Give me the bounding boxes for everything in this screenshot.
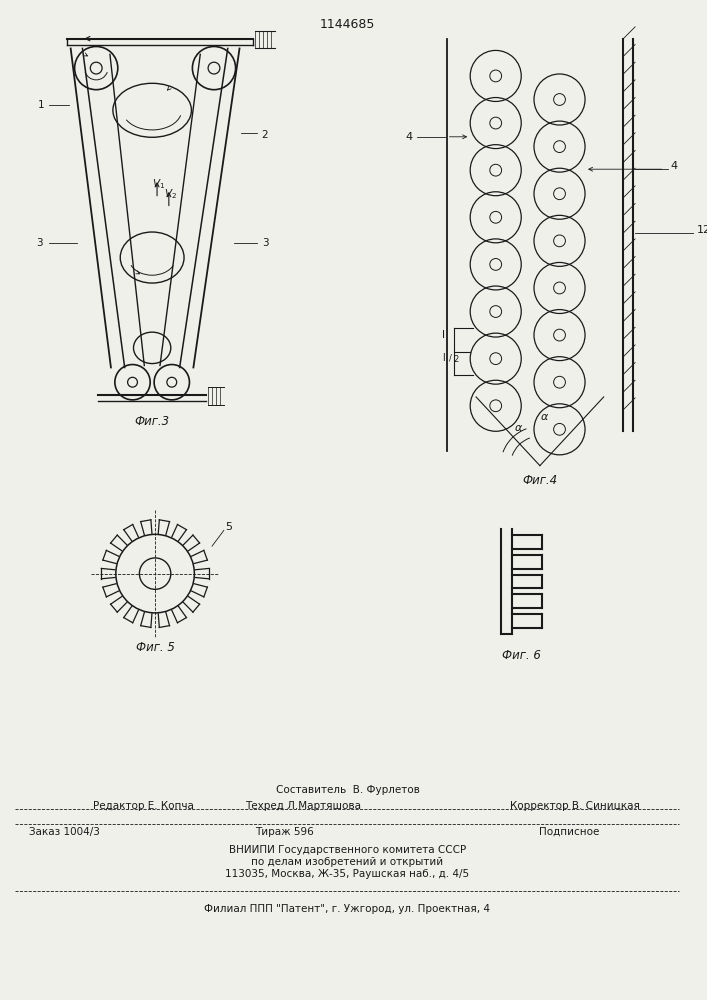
Text: $V_1$: $V_1$ xyxy=(153,177,165,191)
Text: 2: 2 xyxy=(454,355,459,364)
Text: $V_2$: $V_2$ xyxy=(164,187,177,201)
Text: 4: 4 xyxy=(406,132,413,142)
Text: /: / xyxy=(449,353,452,362)
Text: ВНИИПИ Государственного комитета СССР: ВНИИПИ Государственного комитета СССР xyxy=(229,845,466,855)
Text: Фиг. 5: Фиг. 5 xyxy=(136,641,175,654)
Text: Редактор Е. Копча: Редактор Е. Копча xyxy=(93,801,194,811)
Text: Подписное: Подписное xyxy=(539,827,600,837)
Text: 3: 3 xyxy=(36,238,42,248)
Text: 1144685: 1144685 xyxy=(320,18,375,31)
Text: l: l xyxy=(442,330,445,340)
Text: 1: 1 xyxy=(38,100,45,110)
Text: 3: 3 xyxy=(262,238,269,248)
Text: 113035, Москва, Ж-35, Раушская наб., д. 4/5: 113035, Москва, Ж-35, Раушская наб., д. … xyxy=(226,869,469,879)
Text: α: α xyxy=(515,423,522,433)
Text: Составитель  В. Фурлетов: Составитель В. Фурлетов xyxy=(276,785,419,795)
Text: по делам изобретений и открытий: по делам изобретений и открытий xyxy=(252,857,443,867)
Text: Фиг. 6: Фиг. 6 xyxy=(502,649,541,662)
Text: l: l xyxy=(443,353,445,363)
Text: Техред Л.Мартяшова: Техред Л.Мартяшова xyxy=(245,801,361,811)
Text: 2: 2 xyxy=(262,130,269,140)
Text: 5: 5 xyxy=(226,522,232,532)
Text: Фиг.3: Фиг.3 xyxy=(134,415,170,428)
Text: Фиг.4: Фиг.4 xyxy=(522,474,557,487)
Text: 12: 12 xyxy=(697,225,707,235)
Text: Корректор В. Синицкая: Корректор В. Синицкая xyxy=(510,801,641,811)
Text: α: α xyxy=(541,412,549,422)
Text: 4: 4 xyxy=(671,161,678,171)
Text: Заказ 1004/3: Заказ 1004/3 xyxy=(30,827,100,837)
Text: Филиал ППП "Патент", г. Ужгород, ул. Проектная, 4: Филиал ППП "Патент", г. Ужгород, ул. Про… xyxy=(204,904,491,914)
Text: Тираж 596: Тираж 596 xyxy=(255,827,314,837)
